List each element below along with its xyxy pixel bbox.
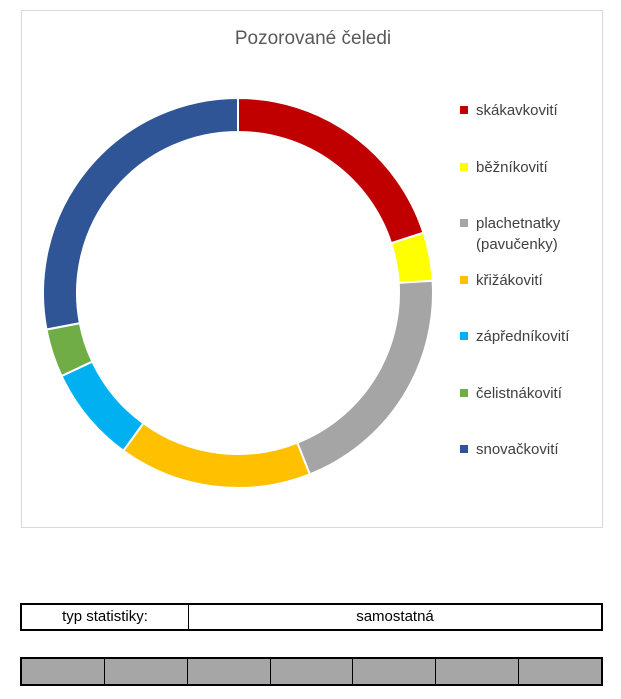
legend-item: čelistnákovití: [460, 383, 606, 404]
donut-chart: [42, 96, 434, 489]
donut-slice: [42, 96, 239, 331]
gray-cell[interactable]: [353, 659, 437, 684]
donut-slice: [389, 231, 434, 284]
legend-swatch: [460, 389, 468, 397]
chart-title: Pozorované čeledi: [234, 28, 392, 49]
legend-label: čelistnákovití: [476, 385, 562, 402]
gray-cell[interactable]: [22, 659, 105, 684]
gray-cell[interactable]: [519, 659, 601, 684]
legend-swatch: [460, 276, 468, 284]
gray-cell[interactable]: [271, 659, 354, 684]
legend-item: zápředníkovití: [460, 326, 606, 347]
gray-cell[interactable]: [436, 659, 520, 684]
legend-item: skákavkovití: [460, 100, 606, 121]
legend-item: běžníkovití: [460, 157, 606, 178]
legend-label: běžníkovití: [476, 159, 548, 176]
legend-label: zápředníkovití: [476, 328, 570, 345]
legend-label: snovačkovití: [476, 441, 559, 458]
legend-item: plachetnatky (pavučenky): [460, 213, 606, 255]
legend-item: snovačkovití: [460, 439, 606, 460]
gray-cell[interactable]: [105, 659, 188, 684]
legend-swatch: [460, 106, 468, 114]
donut-slice: [237, 96, 425, 245]
statistics-type-label: typ statistiky:: [22, 605, 189, 629]
legend-swatch: [460, 445, 468, 453]
legend-label: křižákovití: [476, 272, 543, 289]
gray-button-row: [20, 657, 603, 686]
legend-swatch: [460, 163, 468, 171]
legend-item: křižákovití: [460, 270, 606, 291]
statistics-type-value[interactable]: samostatná: [356, 608, 434, 625]
statistics-type-row: typ statistiky: samostatná: [20, 603, 603, 631]
donut-slice: [121, 421, 312, 489]
legend-label: plachetnatky (pavučenky): [476, 215, 561, 253]
gray-cell[interactable]: [188, 659, 271, 684]
legend-swatch: [460, 332, 468, 340]
legend-label: skákavkovití: [476, 102, 558, 119]
donut-slice: [295, 279, 434, 476]
legend-swatch: [460, 219, 468, 227]
chart-area: Pozorované čeledi skákavkovití běžníkovit…: [21, 10, 603, 528]
donut-slice: [60, 360, 145, 453]
